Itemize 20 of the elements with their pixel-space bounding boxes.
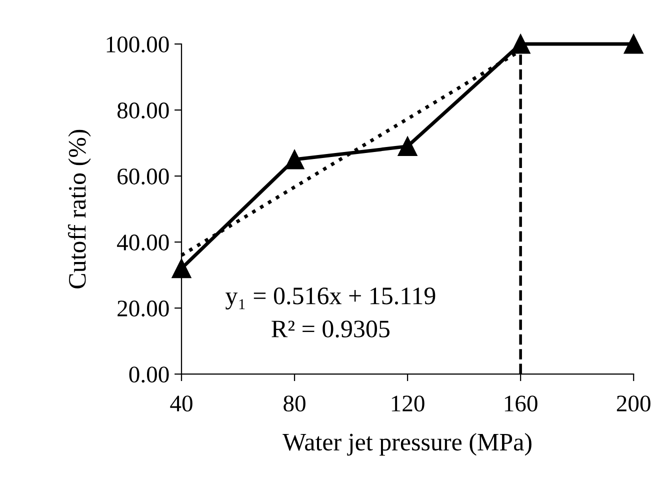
annotation: R² = 0.9305: [272, 320, 390, 338]
point: [398, 136, 418, 156]
x-tick-label: 40: [170, 396, 192, 412]
y-axis-title: Cutoff ratio (%): [68, 130, 91, 288]
x-tick-label: 80: [284, 396, 306, 412]
x-axis-title: Water jet pressure (MPa): [282, 432, 532, 456]
y-tick-label: 0.00: [129, 366, 169, 383]
y-tick-label: 100.00: [106, 36, 169, 53]
x-tick-label: 120: [392, 396, 424, 412]
x-tick-label: 160: [504, 396, 538, 412]
annotation: y₁ = 0.516x + 15.119: [226, 287, 436, 310]
point: [284, 150, 304, 170]
point: [624, 34, 644, 54]
point: [510, 34, 530, 54]
point: [172, 258, 192, 278]
y-tick-label: 20.00: [118, 300, 169, 317]
x-tick-label: 200: [616, 396, 650, 412]
y-tick-label: 60.00: [118, 168, 169, 185]
y-tick-label: 80.00: [117, 102, 169, 119]
y-tick-label: 40.00: [117, 234, 169, 251]
